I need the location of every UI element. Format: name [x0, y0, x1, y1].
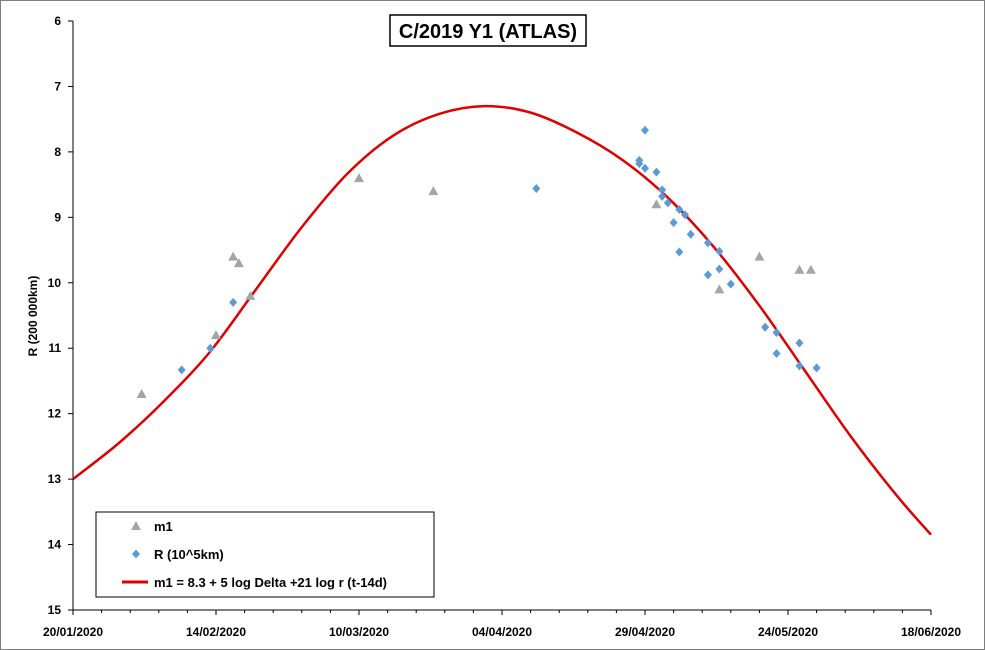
x-tick-label: 20/01/2020 — [43, 625, 103, 639]
r-point — [715, 264, 724, 274]
legend-label: m1 — [154, 519, 173, 534]
fit-curve — [72, 104, 932, 536]
r-point — [658, 185, 667, 195]
m1-point — [211, 330, 221, 340]
legend-marker-m1 — [131, 521, 141, 530]
x-tick-label: 14/02/2020 — [186, 625, 246, 639]
x-tick-label: 24/05/2020 — [758, 625, 818, 639]
y-tick-label: 10 — [48, 276, 62, 290]
r-point — [795, 338, 804, 348]
x-tick-label: 04/04/2020 — [472, 625, 532, 639]
y-tick-label: 15 — [48, 603, 62, 617]
x-tick-label: 29/04/2020 — [615, 625, 675, 639]
r-point — [675, 247, 684, 257]
r-point — [652, 167, 661, 177]
chart-title: C/2019 Y1 (ATLAS) — [399, 21, 577, 43]
r-point — [703, 270, 712, 280]
m1-point — [245, 290, 256, 300]
r-series — [177, 125, 821, 375]
r-point — [532, 184, 541, 194]
r-point — [658, 191, 667, 201]
r-point — [669, 218, 678, 228]
legend: m1 R (10^5km) m1 = 8.3 + 5 log Delta +21 l… — [95, 511, 435, 598]
legend-label: m1 = 8.3 + 5 log Delta +21 log r (t-14d) — [154, 575, 387, 590]
r-point — [229, 297, 238, 307]
r-point — [703, 238, 712, 248]
legend-label: R (10^5km) — [154, 547, 224, 562]
fit-curve-group — [72, 104, 932, 536]
r-point — [177, 365, 186, 375]
r-point — [641, 163, 649, 173]
y-tick-label: 11 — [48, 341, 61, 355]
r-point — [686, 229, 695, 239]
r-point — [635, 159, 644, 169]
m1-point — [714, 284, 725, 294]
m1-point — [136, 389, 147, 399]
y-tick-label: 8 — [54, 145, 61, 159]
chart-title-box: C/2019 Y1 (ATLAS) — [389, 14, 587, 47]
y-tick-label: 9 — [54, 210, 61, 224]
r-point — [641, 125, 649, 135]
m1-point — [354, 173, 364, 183]
legend-marker-r — [132, 549, 140, 559]
r-point — [663, 198, 672, 208]
r-point — [761, 322, 770, 332]
m1-point — [233, 258, 244, 268]
r-point — [726, 279, 735, 289]
y-axis-title: R (200 000km) — [26, 276, 40, 357]
y-tick-label: 13 — [48, 472, 62, 486]
r-point — [772, 328, 781, 338]
y-tick-label: 14 — [48, 538, 62, 552]
m1-point — [228, 251, 239, 261]
r-point — [675, 204, 684, 214]
r-point — [681, 210, 690, 220]
x-tick-label: 10/03/2020 — [329, 625, 389, 639]
r-point — [206, 343, 215, 353]
m1-point — [805, 264, 816, 274]
m1-point — [428, 186, 439, 196]
m1-point — [794, 264, 805, 274]
m1-point — [754, 251, 765, 261]
y-tick-label: 6 — [54, 14, 61, 28]
y-tick-label: 7 — [54, 79, 61, 93]
y-axis: 6 7 8 9 10 11 12 13 14 15 — [48, 14, 74, 617]
y-tick-label: 12 — [48, 407, 62, 421]
x-tick-label: 18/06/2020 — [901, 625, 961, 639]
m1-point — [651, 199, 662, 209]
r-point — [795, 361, 804, 371]
r-point — [772, 348, 781, 358]
r-point — [715, 246, 724, 256]
x-axis: 20/01/2020 14/02/2020 10/03/2020 04/04/2020… — [43, 609, 961, 639]
m1-series — [136, 173, 816, 399]
r-point — [812, 363, 821, 373]
